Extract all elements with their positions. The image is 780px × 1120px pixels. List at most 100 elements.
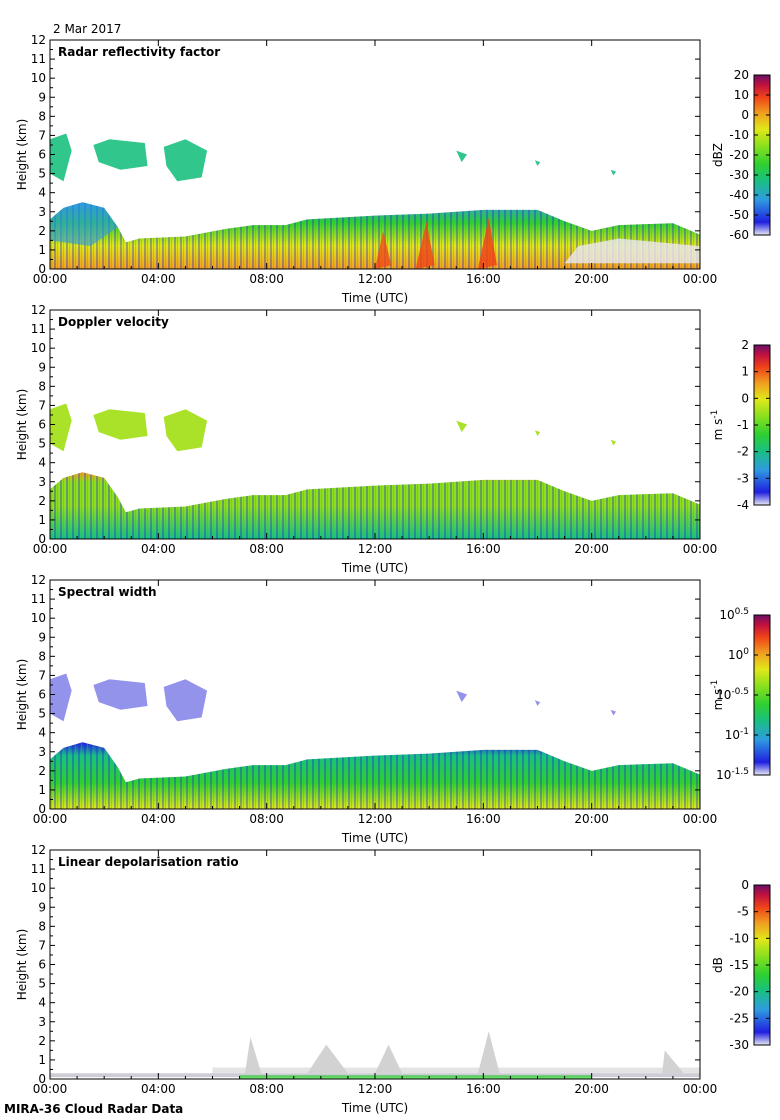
y-tick-label: 8	[38, 649, 46, 663]
y-tick-label: 3	[38, 1015, 46, 1029]
colorbar-tick-label: 10-1	[725, 727, 749, 742]
low-cloud-texture	[50, 202, 700, 269]
y-tick-label: 6	[38, 148, 46, 162]
x-tick-label: 08:00	[249, 542, 284, 556]
colorbar-tick-label: 10-0.5	[716, 687, 749, 702]
upper-cloud	[163, 139, 208, 182]
x-tick-label: 00:00	[33, 272, 68, 286]
x-tick-label: 20:00	[574, 272, 609, 286]
y-tick-label: 5	[38, 437, 46, 451]
upper-cloud	[163, 409, 208, 452]
colorbar-tick-label: 20	[734, 68, 749, 82]
upper-cloud	[93, 679, 148, 710]
precip-streak	[415, 221, 435, 269]
y-tick-label: 2	[38, 1034, 46, 1048]
upper-cloud	[610, 709, 617, 716]
y-tick-label: 4	[38, 186, 46, 200]
y-tick-label: 3	[38, 475, 46, 489]
depol-plume	[477, 1031, 500, 1074]
x-tick-label: 16:00	[466, 812, 501, 826]
y-tick-label: 5	[38, 167, 46, 181]
x-tick-label: 08:00	[249, 812, 284, 826]
colorbar-tick-label: -4	[737, 498, 749, 512]
y-tick-label: 9	[38, 360, 46, 374]
panel-title: Doppler velocity	[58, 315, 169, 329]
colorbar-tick-label: -1	[737, 418, 749, 432]
radar-field	[50, 1031, 700, 1079]
y-tick-label: 7	[38, 128, 46, 142]
colorbar-tick-label: 100.5	[719, 607, 749, 622]
y-tick-label: 12	[31, 843, 46, 857]
upper-cloud	[456, 420, 468, 433]
panel-title: Spectral width	[58, 585, 157, 599]
upper-cloud	[534, 160, 541, 166]
low-cloud-texture	[50, 742, 700, 809]
plot-frame	[49, 849, 701, 1080]
y-tick-label: 7	[38, 938, 46, 952]
y-tick-label: 1	[38, 783, 46, 797]
colorbar-tick-label: 0	[741, 878, 749, 892]
x-tick-label: 00:00	[683, 542, 718, 556]
y-axis-label: Height (km)	[15, 389, 29, 460]
x-tick-label: 08:00	[249, 272, 284, 286]
x-tick-label: 16:00	[466, 272, 501, 286]
y-tick-label: 7	[38, 668, 46, 682]
x-tick-label: 20:00	[574, 812, 609, 826]
y-tick-label: 3	[38, 745, 46, 759]
colorbar-tick-label: -5	[737, 905, 749, 919]
y-tick-label: 6	[38, 688, 46, 702]
x-tick-label: 16:00	[466, 1082, 501, 1096]
colorbar-tick-label: -20	[729, 148, 749, 162]
y-tick-label: 8	[38, 379, 46, 393]
cloud-base-haze	[564, 238, 700, 264]
upper-cloud	[456, 690, 468, 703]
upper-cloud	[93, 409, 148, 440]
colorbar-tick-label: 10	[734, 88, 749, 102]
y-tick-label: 10	[31, 341, 46, 355]
y-tick-label: 4	[38, 996, 46, 1010]
y-tick-label: 0	[38, 532, 46, 546]
colorbar-tick-label: 0	[741, 108, 749, 122]
x-axis-label: Time (UTC)	[341, 291, 408, 305]
x-tick-label: 12:00	[358, 812, 393, 826]
colorbar-tick-label: -3	[737, 471, 749, 485]
x-tick-label: 12:00	[358, 542, 393, 556]
y-tick-label: 9	[38, 900, 46, 914]
y-tick-label: 3	[38, 205, 46, 219]
y-tick-label: 2	[38, 494, 46, 508]
x-tick-label: 00:00	[33, 1082, 68, 1096]
colorbar-tick-label: -50	[729, 208, 749, 222]
x-tick-label: 12:00	[358, 1082, 393, 1096]
upper-cloud	[93, 139, 148, 170]
colorbar-tick-label: -30	[729, 1038, 749, 1052]
depol-base	[239, 1075, 592, 1079]
y-axis-label: Height (km)	[15, 929, 29, 1000]
y-tick-label: 12	[31, 573, 46, 587]
panel-title: Radar reflectivity factor	[58, 45, 220, 59]
x-tick-label: 00:00	[683, 272, 718, 286]
colorbar-tick-label: -25	[729, 1011, 749, 1025]
upper-cloud	[50, 133, 72, 182]
upper-cloud	[163, 679, 208, 722]
colorbar-tick-label: 2	[741, 338, 749, 352]
colorbar-unit: dB	[711, 957, 725, 973]
y-tick-label: 1	[38, 1053, 46, 1067]
y-tick-label: 10	[31, 611, 46, 625]
upper-cloud	[50, 403, 72, 452]
colorbar-tick-label: -40	[729, 188, 749, 202]
x-tick-label: 20:00	[574, 1082, 609, 1096]
y-tick-label: 11	[31, 322, 46, 336]
colorbar-tick-label: 1	[741, 365, 749, 379]
x-tick-label: 04:00	[141, 812, 176, 826]
y-tick-label: 6	[38, 418, 46, 432]
radar-field	[50, 133, 700, 269]
colorbar-tick-label: -30	[729, 168, 749, 182]
y-tick-label: 11	[31, 52, 46, 66]
radar-field	[50, 673, 700, 809]
y-tick-label: 10	[31, 71, 46, 85]
low-cloud-edge	[50, 202, 118, 247]
x-tick-label: 04:00	[141, 272, 176, 286]
y-tick-label: 1	[38, 243, 46, 257]
